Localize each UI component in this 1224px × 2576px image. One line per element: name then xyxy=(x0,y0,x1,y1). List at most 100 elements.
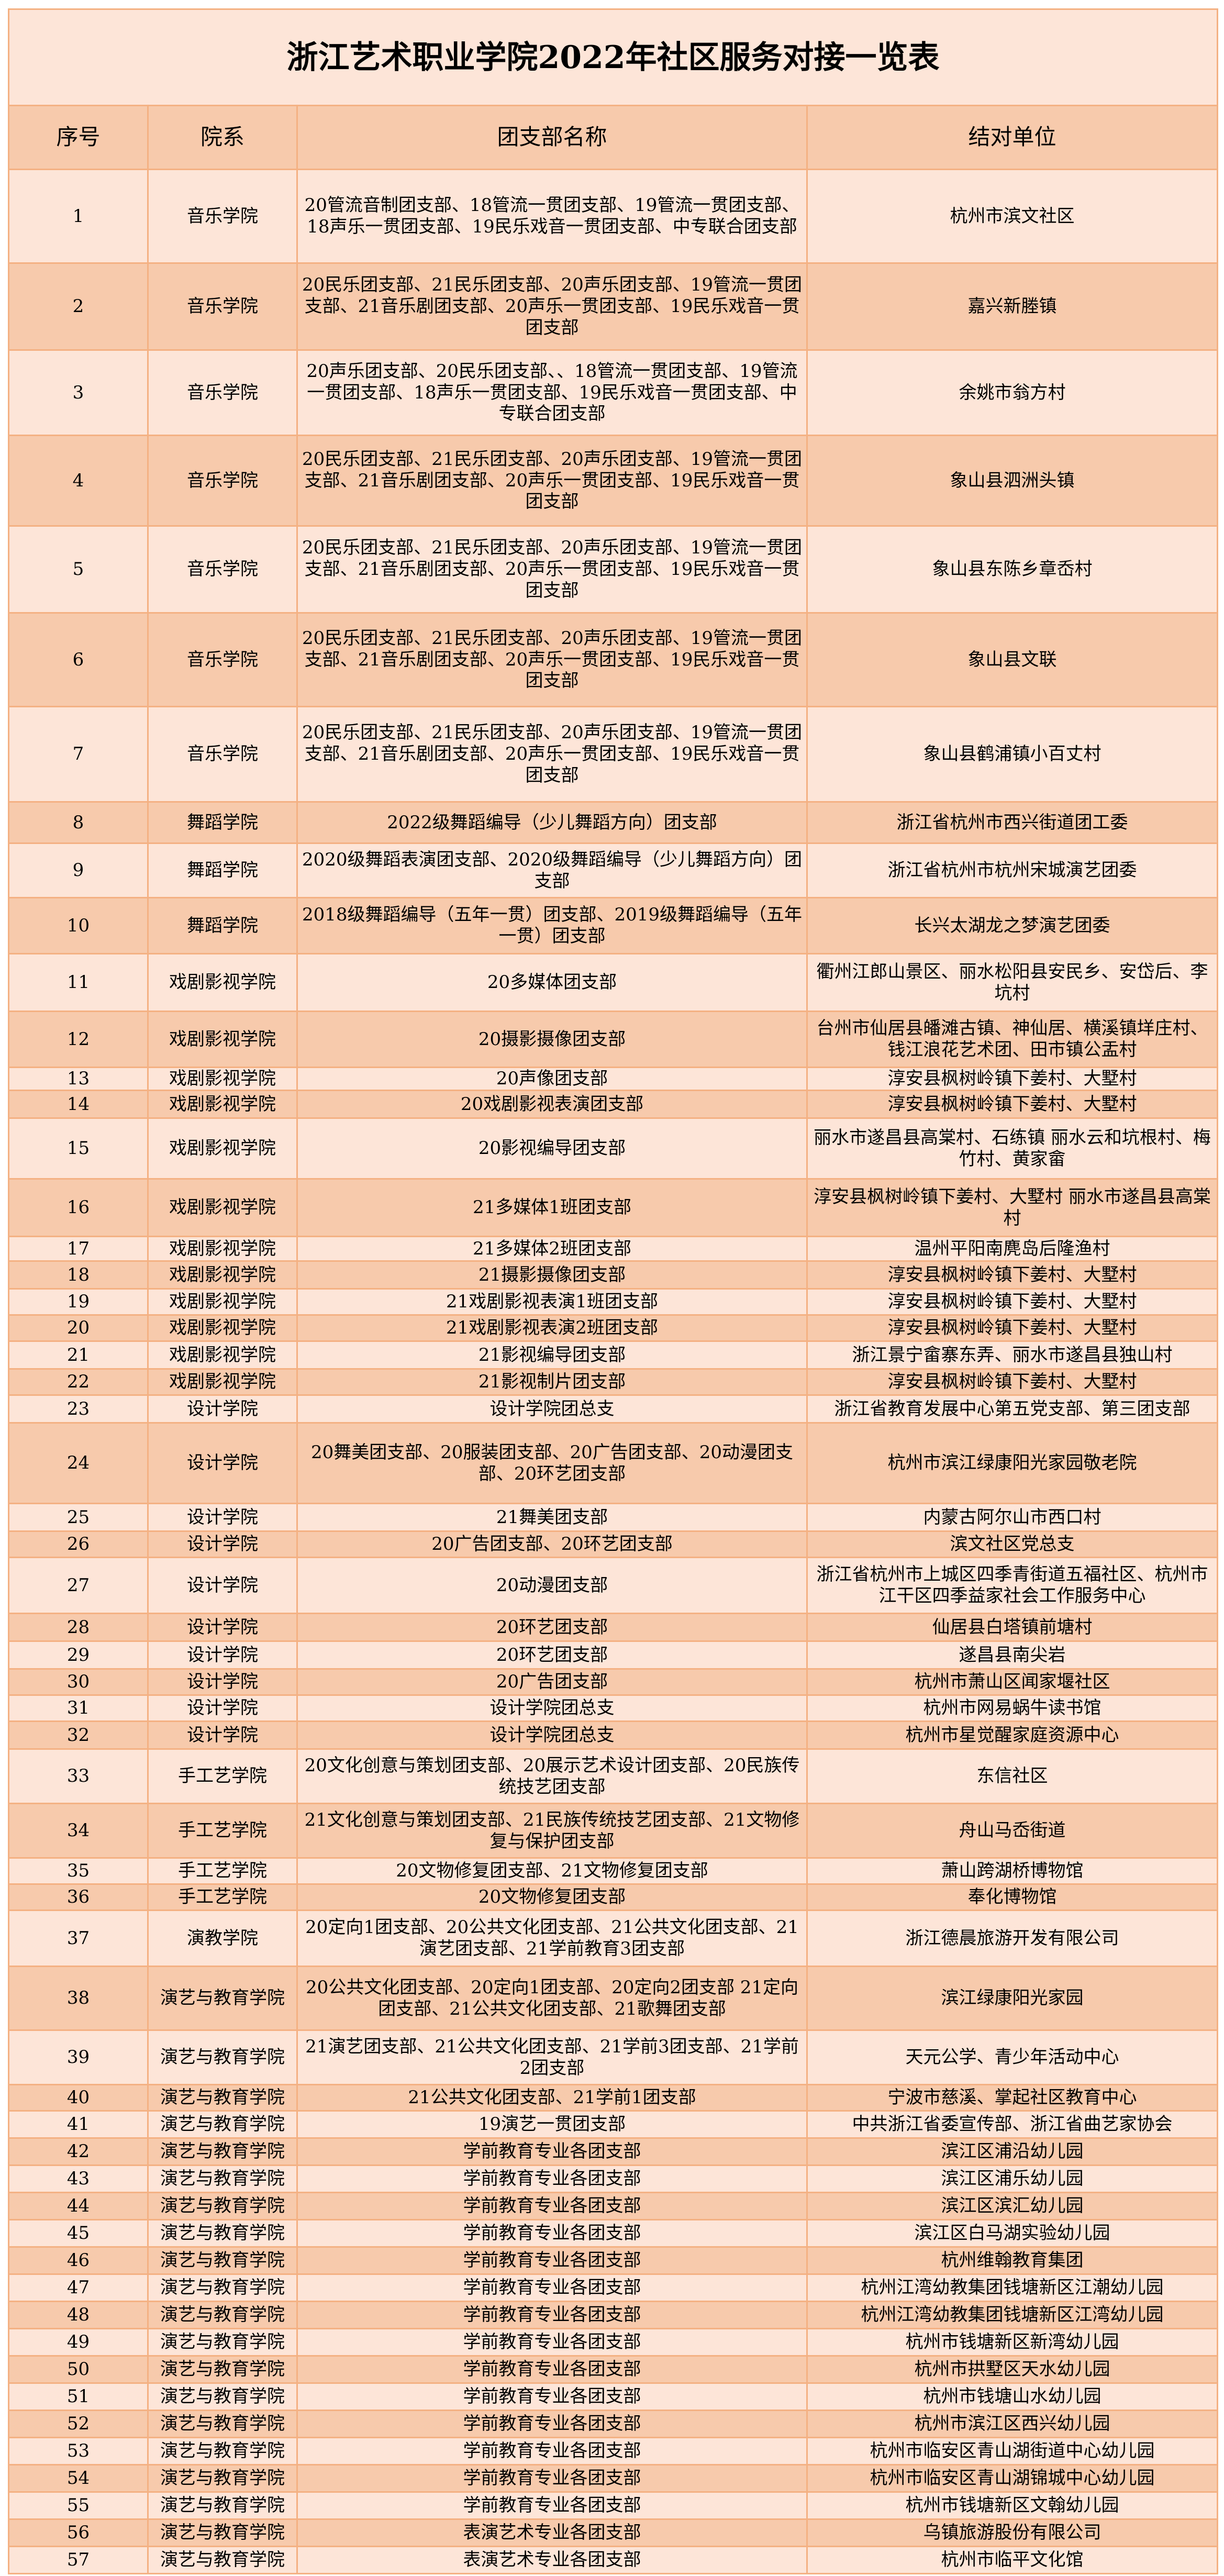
row-department: 设计学院 xyxy=(147,1530,298,1558)
row-branch-name: 20广告团支部、20环艺团支部 xyxy=(296,1530,808,1558)
table-row: 54 演艺与教育学院 学前教育专业各团支部 杭州市临安区青山湖锦城中心幼儿园 xyxy=(8,2464,1218,2493)
row-index: 51 xyxy=(8,2382,149,2411)
table-row: 42 演艺与教育学院 学前教育专业各团支部 滨江区浦沿幼儿园 xyxy=(8,2137,1218,2166)
row-branch-name: 20文物修复团支部 xyxy=(296,1883,808,1911)
row-paired-unit: 杭州市拱墅区天水幼儿园 xyxy=(806,2355,1218,2384)
row-department: 戏剧影视学院 xyxy=(147,1314,298,1342)
row-paired-unit: 余姚市翁方村 xyxy=(806,349,1218,436)
row-paired-unit: 杭州市星觉醒家庭资源中心 xyxy=(806,1720,1218,1750)
row-department: 演艺与教育学院 xyxy=(147,2164,298,2193)
row-branch-name: 21戏剧影视表演2班团支部 xyxy=(296,1314,808,1342)
row-branch-name: 20摄影摄像团支部 xyxy=(296,1011,808,1068)
table-row: 33 手工艺学院 20文化创意与策划团支部、20展示艺术设计团支部、20民族传统技艺… xyxy=(8,1748,1218,1804)
row-department: 演艺与教育学院 xyxy=(147,2518,298,2547)
row-department: 音乐学院 xyxy=(147,169,298,264)
row-paired-unit: 滨江绿康阳光家园 xyxy=(806,1966,1218,2031)
row-branch-name: 20文化创意与策划团支部、20展示艺术设计团支部、20民族传统技艺团支部 xyxy=(296,1748,808,1804)
row-branch-name: 学前教育专业各团支部 xyxy=(296,2382,808,2411)
row-branch-name: 2018级舞蹈编导（五年一贯）团支部、2019级舞蹈编导（五年一贯）团支部 xyxy=(296,897,808,954)
table-row: 11 戏剧影视学院 20多媒体团支部 衢州江郎山景区、丽水松阳县安民乡、安岱后、李坑村 xyxy=(8,953,1218,1012)
row-index: 34 xyxy=(8,1803,149,1859)
row-department: 手工艺学院 xyxy=(147,1883,298,1911)
row-paired-unit: 内蒙古阿尔山市西口村 xyxy=(806,1503,1218,1532)
row-paired-unit: 杭州江湾幼教集团钱塘新区江潮幼儿园 xyxy=(806,2273,1218,2302)
row-department: 戏剧影视学院 xyxy=(147,1178,298,1237)
row-paired-unit: 滨江区浦沿幼儿园 xyxy=(806,2137,1218,2166)
table-row: 56 演艺与教育学院 表演艺术专业各团支部 乌镇旅游股份有限公司 xyxy=(8,2518,1218,2547)
row-department: 手工艺学院 xyxy=(147,1803,298,1859)
table-row: 57 演艺与教育学院 表演艺术专业各团支部 杭州市临平文化馆 xyxy=(8,2546,1218,2574)
table-row: 27 设计学院 20动漫团支部 浙江省杭州市上城区四季青街道五福社区、杭州市江干区四季… xyxy=(8,1557,1218,1614)
table-row: 25 设计学院 21舞美团支部 内蒙古阿尔山市西口村 xyxy=(8,1503,1218,1532)
row-paired-unit: 遂昌县南尖岩 xyxy=(806,1640,1218,1670)
table-row: 2 音乐学院 20民乐团支部、21民乐团支部、20声乐团支部、19管流一贯团支部、2… xyxy=(8,262,1218,351)
row-branch-name: 20民乐团支部、21民乐团支部、20声乐团支部、19管流一贯团支部、21音乐剧团… xyxy=(296,525,808,614)
row-branch-name: 21舞美团支部 xyxy=(296,1503,808,1532)
row-paired-unit: 天元公学、青少年活动中心 xyxy=(806,2029,1218,2085)
row-branch-name: 21多媒体2班团支部 xyxy=(296,1236,808,1262)
table-row: 53 演艺与教育学院 学前教育专业各团支部 杭州市临安区青山湖街道中心幼儿园 xyxy=(8,2437,1218,2466)
row-index: 24 xyxy=(8,1422,149,1504)
table-row: 36 手工艺学院 20文物修复团支部 奉化博物馆 xyxy=(8,1883,1218,1911)
row-department: 音乐学院 xyxy=(147,612,298,707)
row-branch-name: 20定向1团支部、20公共文化团支部、21公共文化团支部、21演艺团支部、21学… xyxy=(296,1909,808,1967)
table-row: 45 演艺与教育学院 学前教育专业各团支部 滨江区白马湖实验幼儿园 xyxy=(8,2219,1218,2248)
row-paired-unit: 淳安县枫树岭镇下姜村、大墅村 xyxy=(806,1067,1218,1091)
community-service-table: 浙江艺术职业学院2022年社区服务对接一览表 序号 院系 团支部名称 结对单位 … xyxy=(8,8,1218,2574)
row-index: 12 xyxy=(8,1011,149,1068)
table-row: 7 音乐学院 20民乐团支部、21民乐团支部、20声乐团支部、19管流一贯团支部、2… xyxy=(8,706,1218,803)
row-branch-name: 学前教育专业各团支部 xyxy=(296,2164,808,2193)
row-index: 43 xyxy=(8,2164,149,2193)
table-row: 8 舞蹈学院 2022级舞蹈编导（少儿舞蹈方向）团支部 浙江省杭州市西兴街道团工委 xyxy=(8,801,1218,844)
table-row: 51 演艺与教育学院 学前教育专业各团支部 杭州市钱塘山水幼儿园 xyxy=(8,2382,1218,2411)
row-index: 36 xyxy=(8,1883,149,1911)
row-index: 21 xyxy=(8,1340,149,1370)
row-department: 戏剧影视学院 xyxy=(147,1340,298,1370)
table-row: 1 音乐学院 20管流音制团支部、18管流一贯团支部、19管流一贯团支部、18声乐一… xyxy=(8,169,1218,264)
table-row: 30 设计学院 20广告团支部 杭州市萧山区闻家堰社区 xyxy=(8,1668,1218,1696)
row-paired-unit: 东信社区 xyxy=(806,1748,1218,1804)
table-row: 47 演艺与教育学院 学前教育专业各团支部 杭州江湾幼教集团钱塘新区江潮幼儿园 xyxy=(8,2273,1218,2302)
row-index: 46 xyxy=(8,2246,149,2275)
row-branch-name: 学前教育专业各团支部 xyxy=(296,2410,808,2438)
row-branch-name: 2020级舞蹈表演团支部、2020级舞蹈编导（少儿舞蹈方向）团支部 xyxy=(296,842,808,898)
row-index: 42 xyxy=(8,2137,149,2166)
row-department: 音乐学院 xyxy=(147,349,298,436)
row-paired-unit: 奉化博物馆 xyxy=(806,1883,1218,1911)
row-branch-name: 21文化创意与策划团支部、21民族传统技艺团支部、21文物修复与保护团支部 xyxy=(296,1803,808,1859)
row-index: 56 xyxy=(8,2518,149,2547)
row-branch-name: 20多媒体团支部 xyxy=(296,953,808,1012)
row-branch-name: 学前教育专业各团支部 xyxy=(296,2219,808,2248)
row-index: 32 xyxy=(8,1720,149,1750)
row-department: 戏剧影视学院 xyxy=(147,1090,298,1119)
row-department: 设计学院 xyxy=(147,1613,298,1642)
row-paired-unit: 淳安县枫树岭镇下姜村、大墅村 xyxy=(806,1090,1218,1119)
row-paired-unit: 杭州江湾幼教集团钱塘新区江湾幼儿园 xyxy=(806,2301,1218,2329)
row-department: 演教学院 xyxy=(147,1909,298,1967)
row-department: 戏剧影视学院 xyxy=(147,1368,298,1396)
row-branch-name: 学前教育专业各团支部 xyxy=(296,2301,808,2329)
row-paired-unit: 淳安县枫树岭镇下姜村、大墅村 xyxy=(806,1288,1218,1316)
row-branch-name: 20环艺团支部 xyxy=(296,1640,808,1670)
row-index: 38 xyxy=(8,1966,149,2031)
row-paired-unit: 滨江区浦乐幼儿园 xyxy=(806,2164,1218,2193)
row-branch-name: 20环艺团支部 xyxy=(296,1613,808,1642)
table-row: 26 设计学院 20广告团支部、20环艺团支部 滨文社区党总支 xyxy=(8,1530,1218,1558)
table-row: 38 演艺与教育学院 20公共文化团支部、20定向1团支部、20定向2团支部 21定… xyxy=(8,1966,1218,2031)
row-department: 戏剧影视学院 xyxy=(147,1236,298,1262)
row-department: 演艺与教育学院 xyxy=(147,2437,298,2466)
row-paired-unit: 宁波市慈溪、掌起社区教育中心 xyxy=(806,2084,1218,2112)
row-index: 13 xyxy=(8,1067,149,1091)
row-branch-name: 20管流音制团支部、18管流一贯团支部、19管流一贯团支部、18声乐一贯团支部、… xyxy=(296,169,808,264)
table-row: 13 戏剧影视学院 20声像团支部 淳安县枫树岭镇下姜村、大墅村 xyxy=(8,1067,1218,1091)
table-row: 55 演艺与教育学院 学前教育专业各团支部 杭州市钱塘新区文翰幼儿园 xyxy=(8,2491,1218,2520)
row-department: 舞蹈学院 xyxy=(147,801,298,844)
row-branch-name: 学前教育专业各团支部 xyxy=(296,2491,808,2520)
row-branch-name: 21演艺团支部、21公共文化团支部、21学前3团支部、21学前2团支部 xyxy=(296,2029,808,2085)
row-department: 设计学院 xyxy=(147,1694,298,1722)
table-row: 34 手工艺学院 21文化创意与策划团支部、21民族传统技艺团支部、21文物修复与保… xyxy=(8,1803,1218,1859)
row-department: 演艺与教育学院 xyxy=(147,2137,298,2166)
row-index: 16 xyxy=(8,1178,149,1237)
row-department: 演艺与教育学院 xyxy=(147,2328,298,2357)
row-branch-name: 20民乐团支部、21民乐团支部、20声乐团支部、19管流一贯团支部、21音乐剧团… xyxy=(296,612,808,707)
